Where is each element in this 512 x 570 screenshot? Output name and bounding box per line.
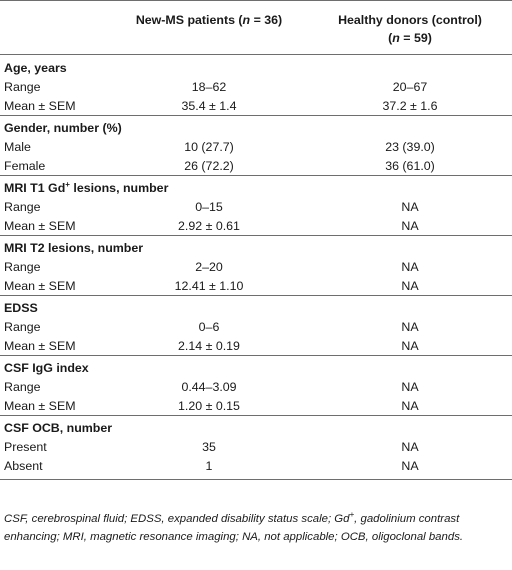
row-label: Female bbox=[4, 158, 46, 173]
table-row: Male 10 (27.7) 23 (39.0) bbox=[0, 137, 512, 156]
ms-value: 26 (72.2) bbox=[184, 158, 234, 173]
header-new-ms-text: New-MS patients ( bbox=[135, 13, 243, 27]
ms-value: 0–15 bbox=[195, 199, 223, 214]
section-title: Gender, number (%) bbox=[4, 120, 122, 135]
section-title-post: lesions, number bbox=[69, 180, 169, 195]
row-label: Absent bbox=[4, 458, 43, 473]
section-title: MRI T2 lesions, number bbox=[4, 240, 144, 255]
header-healthy-donors: Healthy donors (control) (n = 59) bbox=[308, 1, 512, 55]
control-value: NA bbox=[401, 319, 419, 334]
row-label: Mean ± SEM bbox=[4, 278, 76, 293]
row-label: Range bbox=[4, 199, 41, 214]
control-value: NA bbox=[401, 458, 419, 473]
row-label: Range bbox=[4, 79, 41, 94]
row-label: Mean ± SEM bbox=[4, 338, 76, 353]
section-row-csf-igg: CSF IgG index bbox=[0, 355, 512, 378]
row-label: Range bbox=[4, 379, 41, 394]
control-value: 23 (39.0) bbox=[385, 139, 435, 154]
ms-value: 1.20 ± 0.15 bbox=[178, 398, 240, 413]
header-healthy-n: n bbox=[392, 31, 400, 45]
control-value: 37.2 ± 1.6 bbox=[382, 98, 438, 113]
table-row: Present 35 NA bbox=[0, 437, 512, 456]
table-row: Female 26 (72.2) 36 (61.0) bbox=[0, 156, 512, 176]
row-label: Mean ± SEM bbox=[4, 98, 76, 113]
section-title-sup: + bbox=[65, 179, 70, 189]
footnote-sup: + bbox=[349, 510, 355, 520]
section-title: EDSS bbox=[4, 300, 38, 315]
row-label: Mean ± SEM bbox=[4, 398, 76, 413]
section-row-age: Age, years bbox=[0, 55, 512, 78]
section-row-mri-t2: MRI T2 lesions, number bbox=[0, 235, 512, 258]
table-row: Mean ± SEM 2.14 ± 0.19 NA bbox=[0, 336, 512, 356]
table-row: Range 0–6 NA bbox=[0, 317, 512, 336]
control-value: NA bbox=[401, 439, 419, 454]
ms-value: 2.92 ± 0.61 bbox=[178, 218, 240, 233]
table-row: Range 18–62 20–67 bbox=[0, 77, 512, 96]
section-title: Age, years bbox=[4, 60, 67, 75]
control-value: NA bbox=[401, 278, 419, 293]
header-healthy-count: = 59) bbox=[399, 31, 432, 45]
row-label: Range bbox=[4, 259, 41, 274]
table-row: Range 2–20 NA bbox=[0, 257, 512, 276]
control-value: NA bbox=[401, 379, 419, 394]
control-value: 36 (61.0) bbox=[385, 158, 435, 173]
ms-value: 12.41 ± 1.10 bbox=[174, 278, 244, 293]
header-new-ms-count: = 36) bbox=[250, 13, 283, 27]
footnote-text-pre: CSF, cerebrospinal fluid; EDSS, expanded… bbox=[4, 513, 350, 525]
header-new-ms-patients: New-MS patients (n = 36) bbox=[110, 1, 308, 55]
control-value: NA bbox=[401, 259, 419, 274]
row-label: Mean ± SEM bbox=[4, 218, 76, 233]
patient-characteristics-table: New-MS patients (n = 36) Healthy donors … bbox=[0, 0, 512, 480]
section-title: CSF IgG index bbox=[4, 360, 89, 375]
table-footnote: CSF, cerebrospinal fluid; EDSS, expanded… bbox=[4, 510, 500, 546]
header-new-ms-n: n bbox=[242, 13, 251, 27]
control-value: NA bbox=[401, 218, 419, 233]
section-title-pre: MRI T1 Gd bbox=[4, 180, 66, 195]
control-value: NA bbox=[401, 398, 419, 413]
row-label: Range bbox=[4, 319, 41, 334]
table-row: Mean ± SEM 35.4 ± 1.4 37.2 ± 1.6 bbox=[0, 96, 512, 116]
control-value: NA bbox=[401, 338, 419, 353]
table-row: Range 0–15 NA bbox=[0, 197, 512, 216]
characteristics-table-container: New-MS patients (n = 36) Healthy donors … bbox=[0, 0, 512, 480]
row-label: Male bbox=[4, 139, 31, 154]
section-row-edss: EDSS bbox=[0, 295, 512, 318]
ms-value: 18–62 bbox=[191, 79, 227, 94]
section-row-gender: Gender, number (%) bbox=[0, 115, 512, 138]
table-row: Range 0.44–3.09 NA bbox=[0, 377, 512, 396]
table-header-row: New-MS patients (n = 36) Healthy donors … bbox=[0, 0, 512, 55]
table-row: Absent 1 NA bbox=[0, 456, 512, 480]
header-healthy-text: Healthy donors (control) bbox=[338, 13, 482, 27]
section-title: CSF OCB, number bbox=[4, 420, 113, 435]
ms-value: 2–20 bbox=[195, 259, 223, 274]
ms-value: 10 (27.7) bbox=[184, 139, 234, 154]
ms-value: 35.4 ± 1.4 bbox=[181, 98, 237, 113]
ms-value: 0.44–3.09 bbox=[181, 379, 237, 394]
header-blank-cell bbox=[0, 1, 110, 55]
table-row: Mean ± SEM 2.92 ± 0.61 NA bbox=[0, 216, 512, 236]
ms-value: 35 bbox=[202, 439, 216, 454]
table-row: Mean ± SEM 12.41 ± 1.10 NA bbox=[0, 276, 512, 296]
ms-value: 2.14 ± 0.19 bbox=[178, 338, 240, 353]
ms-value: 1 bbox=[205, 458, 213, 473]
section-row-csf-ocb: CSF OCB, number bbox=[0, 415, 512, 438]
control-value: NA bbox=[401, 199, 419, 214]
ms-value: 0–6 bbox=[198, 319, 220, 334]
header-healthy-open: ( bbox=[388, 31, 393, 45]
row-label: Present bbox=[4, 439, 47, 454]
control-value: 20–67 bbox=[392, 79, 428, 94]
section-title: MRI T1 Gd+ lesions, number bbox=[0, 176, 512, 198]
table-row: Mean ± SEM 1.20 ± 0.15 NA bbox=[0, 396, 512, 416]
footnote-text-post: , gadolinium contrast enhancing; MRI, ma… bbox=[4, 513, 464, 543]
section-row-mri-t1: MRI T1 Gd+ lesions, number bbox=[0, 175, 512, 198]
